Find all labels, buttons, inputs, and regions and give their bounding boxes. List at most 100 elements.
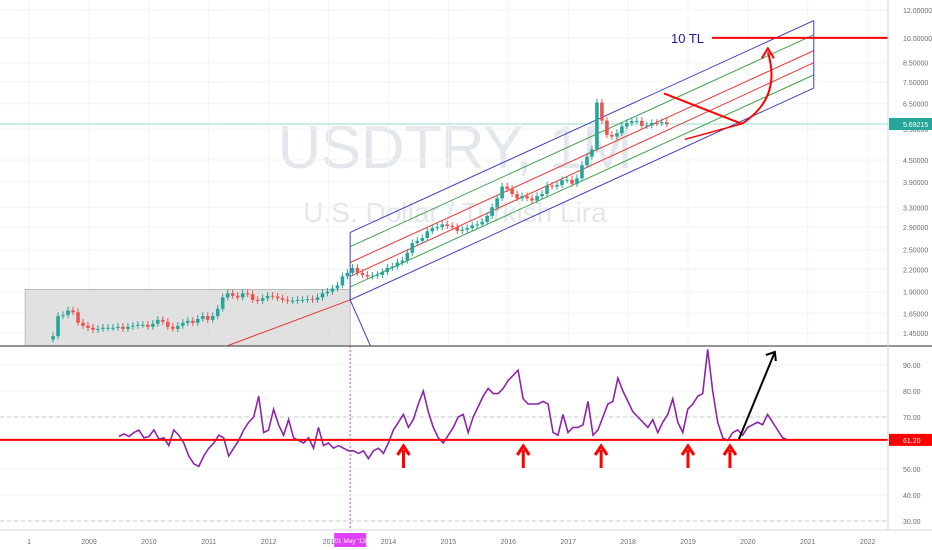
candle-body <box>176 325 180 329</box>
candle-body <box>615 133 619 137</box>
rsi-tick-label: 70.00 <box>903 415 921 422</box>
candle-body <box>500 186 504 199</box>
time-axis[interactable]: 1 2009 2010 2011 2012 201 2014 2015 2016 2017 2018… <box>27 533 876 547</box>
rsi-breakout-arrowhead <box>765 350 777 362</box>
candle-body <box>475 224 479 226</box>
candle-body <box>570 179 574 184</box>
candle-body <box>390 266 395 268</box>
candle-body <box>340 276 345 286</box>
price-tick-label: 2.50000 <box>903 248 928 255</box>
candle-body <box>635 120 639 122</box>
candle-body <box>420 237 425 241</box>
price-tick-label: 5.50000 <box>903 127 928 134</box>
candle-body <box>215 308 220 317</box>
candle-body <box>385 267 390 273</box>
channel-line <box>349 50 814 263</box>
price-tick-label: 8.50000 <box>903 61 928 68</box>
triangle-lower-line <box>684 123 743 141</box>
candle-body <box>645 125 649 127</box>
target-label: 10 TL <box>671 31 704 46</box>
candle-body <box>111 327 115 329</box>
rsi-annotations <box>0 350 888 468</box>
candle-body <box>315 297 320 300</box>
candle-body <box>320 293 325 298</box>
price-tick-label: 10.00000 <box>903 36 932 43</box>
price-annotations: 10 TL <box>0 31 888 531</box>
time-tick-label: 2020 <box>740 539 756 546</box>
time-tick-label: 2012 <box>261 539 277 546</box>
candle-body <box>285 299 290 301</box>
candle-body <box>425 231 430 238</box>
rsi-series <box>118 349 788 468</box>
rsi-support-arrowhead <box>593 443 609 456</box>
candle-body <box>51 336 55 340</box>
last-price-badge <box>889 117 932 130</box>
candle-body <box>61 315 65 317</box>
candle-body <box>205 316 210 320</box>
candle-body <box>195 318 200 323</box>
candle-body <box>121 326 125 329</box>
candle-body <box>470 225 474 229</box>
candle-body <box>545 185 549 195</box>
candle-body <box>555 184 559 187</box>
candle-body <box>380 272 385 275</box>
candle-body <box>405 252 410 261</box>
candle-body <box>515 194 519 199</box>
candle-body <box>370 275 375 277</box>
candle-body <box>350 267 355 273</box>
candle-body <box>659 122 664 124</box>
candle-body <box>126 326 130 329</box>
price-tick-label: 3.90000 <box>903 180 928 187</box>
rsi-tick-label: 50.00 <box>903 467 921 474</box>
channel-mid-ext <box>226 299 351 347</box>
candle-body <box>520 196 524 199</box>
rsi-tick-label: 40.00 <box>903 493 921 500</box>
price-tick-label: 1.65000 <box>903 311 928 318</box>
candle-body <box>410 243 415 253</box>
candle-body <box>200 316 205 319</box>
candle-body <box>505 186 509 190</box>
price-tick-label: 4.50000 <box>903 158 928 165</box>
candle-body <box>355 267 360 273</box>
price-axis[interactable]: 12.00000 10.00000 8.50000 7.50000 6.50000 5.5… <box>889 8 932 338</box>
time-tick-label: 2021 <box>800 539 816 546</box>
candle-body <box>525 196 529 199</box>
candle-body <box>300 299 305 301</box>
candle-body <box>330 288 335 292</box>
time-tick-label: 2014 <box>381 539 397 546</box>
candle-body <box>440 224 445 228</box>
candle-body <box>610 134 614 137</box>
candle-body <box>96 328 100 330</box>
candle-body <box>180 322 185 326</box>
candle-body <box>106 327 110 329</box>
candle-body <box>455 227 460 231</box>
candle-body <box>365 274 370 277</box>
candle-body <box>190 320 195 323</box>
candle-body <box>66 310 70 316</box>
candle-body <box>265 295 270 299</box>
candle-body <box>290 300 295 302</box>
candle-body <box>225 293 230 298</box>
candle-body <box>345 272 350 277</box>
candle-body <box>76 312 80 323</box>
candle-body <box>141 324 145 326</box>
cursor-date-badge <box>334 533 367 547</box>
candle-body <box>136 324 140 326</box>
channel-line <box>349 87 814 301</box>
candle-body <box>630 121 634 123</box>
candle-body <box>460 229 465 231</box>
time-tick-label: 2015 <box>441 539 457 546</box>
candle-body <box>655 122 659 124</box>
candle-body <box>435 227 440 229</box>
candle-body <box>161 319 165 322</box>
candle-body <box>530 198 534 201</box>
candle-body <box>510 189 514 195</box>
rsi-tick-label: 30.00 <box>903 519 921 526</box>
time-tick-label: 1 <box>27 539 31 546</box>
rsi-support-arrowhead <box>680 443 696 456</box>
price-tick-label: 6.50000 <box>903 102 928 109</box>
candle-body <box>605 120 609 135</box>
candlesticks <box>51 98 669 343</box>
